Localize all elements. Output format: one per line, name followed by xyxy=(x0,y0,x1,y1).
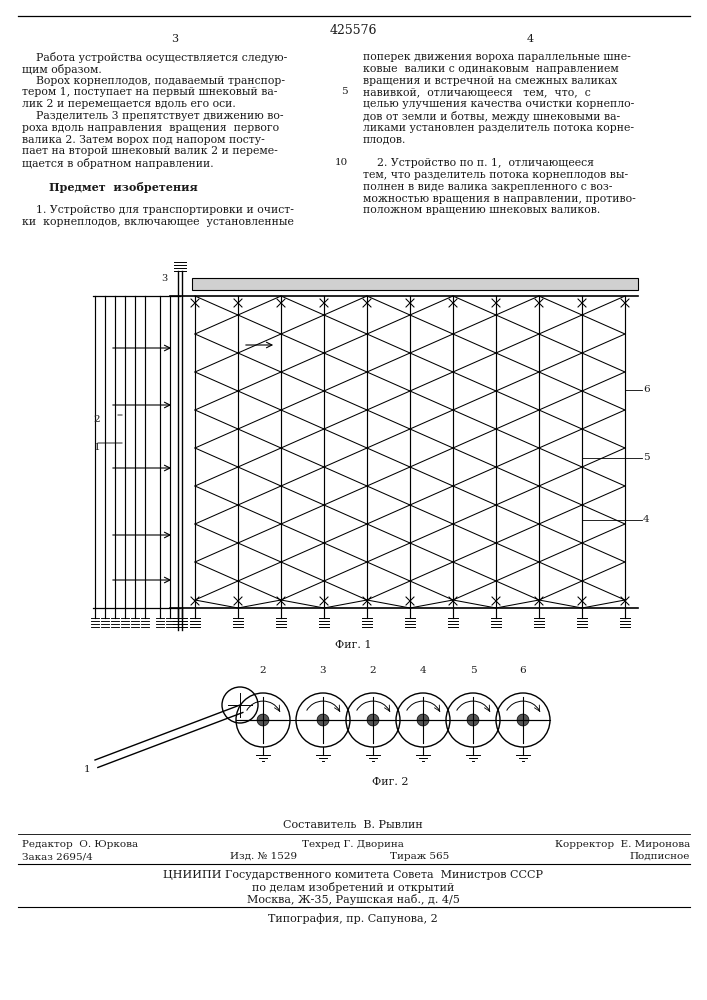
Circle shape xyxy=(257,714,269,726)
Text: 2: 2 xyxy=(259,666,267,675)
Text: 6: 6 xyxy=(643,385,650,394)
Text: Работа устройства осуществляется следую-: Работа устройства осуществляется следую- xyxy=(22,52,287,63)
Text: ковые  валики с одинаковым  направлением: ковые валики с одинаковым направлением xyxy=(363,64,619,74)
Text: щим образом.: щим образом. xyxy=(22,64,102,75)
Text: Изд. № 1529: Изд. № 1529 xyxy=(230,852,297,861)
Text: 425576: 425576 xyxy=(329,24,377,37)
Text: 4: 4 xyxy=(420,666,426,675)
Text: валика 2. Затем ворох под напором посту-: валика 2. Затем ворох под напором посту- xyxy=(22,135,264,145)
Text: лик 2 и перемещается вдоль его оси.: лик 2 и перемещается вдоль его оси. xyxy=(22,99,235,109)
Text: 5: 5 xyxy=(469,666,477,675)
Text: можностью вращения в направлении, противо-: можностью вращения в направлении, против… xyxy=(363,194,636,204)
Text: 1. Устройство для транспортировки и очист-: 1. Устройство для транспортировки и очис… xyxy=(22,205,294,215)
Text: 1: 1 xyxy=(93,444,100,452)
Text: Фиг. 1: Фиг. 1 xyxy=(334,640,371,650)
Text: Ворох корнеплодов, подаваемый транспор-: Ворох корнеплодов, подаваемый транспор- xyxy=(22,76,285,86)
Text: ЦНИИПИ Государственного комитета Совета  Министров СССР: ЦНИИПИ Государственного комитета Совета … xyxy=(163,870,543,880)
Text: ликами установлен разделитель потока корне-: ликами установлен разделитель потока кор… xyxy=(363,123,634,133)
Circle shape xyxy=(517,714,529,726)
Text: Редактор  О. Юркова: Редактор О. Юркова xyxy=(22,840,138,849)
Text: Подписное: Подписное xyxy=(630,852,690,861)
Text: Корректор  Е. Миронова: Корректор Е. Миронова xyxy=(555,840,690,849)
Text: вращения и встречной на смежных валиках: вращения и встречной на смежных валиках xyxy=(363,76,617,86)
Text: Техред Г. Дворина: Техред Г. Дворина xyxy=(302,840,404,849)
Text: 10: 10 xyxy=(334,158,348,167)
Text: 3: 3 xyxy=(171,34,179,44)
Text: пает на второй шнековый валик 2 и переме-: пает на второй шнековый валик 2 и переме… xyxy=(22,146,278,156)
Text: полнен в виде валика закрепленного с воз-: полнен в виде валика закрепленного с воз… xyxy=(363,182,612,192)
Text: Москва, Ж-35, Раушская наб., д. 4/5: Москва, Ж-35, Раушская наб., д. 4/5 xyxy=(247,894,460,905)
Text: щается в обратном направлении.: щается в обратном направлении. xyxy=(22,158,214,169)
Text: Предмет  изобретения: Предмет изобретения xyxy=(22,182,198,193)
Text: дов от земли и ботвы, между шнековыми ва-: дов от земли и ботвы, между шнековыми ва… xyxy=(363,111,620,122)
Text: целью улучшения качества очистки корнепло-: целью улучшения качества очистки корнепл… xyxy=(363,99,634,109)
Bar xyxy=(192,278,638,290)
Text: тером 1, поступает на первый шнековый ва-: тером 1, поступает на первый шнековый ва… xyxy=(22,87,277,97)
Circle shape xyxy=(317,714,329,726)
Text: 5: 5 xyxy=(341,87,348,96)
Text: по делам изобретений и открытий: по делам изобретений и открытий xyxy=(252,882,454,893)
Text: 4: 4 xyxy=(643,516,650,524)
Text: тем, что разделитель потока корнеплодов вы-: тем, что разделитель потока корнеплодов … xyxy=(363,170,628,180)
Text: 2: 2 xyxy=(370,666,376,675)
Text: плодов.: плодов. xyxy=(363,135,407,145)
Text: 4: 4 xyxy=(527,34,534,44)
Text: 2. Устройство по п. 1,  отличающееся: 2. Устройство по п. 1, отличающееся xyxy=(363,158,594,168)
Text: 1: 1 xyxy=(83,765,90,774)
Circle shape xyxy=(467,714,479,726)
Circle shape xyxy=(417,714,429,726)
Text: ки  корнеплодов, включающее  установленные: ки корнеплодов, включающее установленные xyxy=(22,217,294,227)
Circle shape xyxy=(367,714,379,726)
Text: 5: 5 xyxy=(643,454,650,462)
Text: поперек движения вороха параллельные шне-: поперек движения вороха параллельные шне… xyxy=(363,52,631,62)
Text: роха вдоль направления  вращения  первого: роха вдоль направления вращения первого xyxy=(22,123,279,133)
Text: 3: 3 xyxy=(162,274,168,283)
Text: Составитель  В. Рывлин: Составитель В. Рывлин xyxy=(283,820,423,830)
Text: Заказ 2695/4: Заказ 2695/4 xyxy=(22,852,93,861)
Text: Типография, пр. Сапунова, 2: Типография, пр. Сапунова, 2 xyxy=(268,913,438,924)
Text: 2: 2 xyxy=(93,416,100,424)
Text: положном вращению шнековых валиков.: положном вращению шнековых валиков. xyxy=(363,205,600,215)
Text: Фиг. 2: Фиг. 2 xyxy=(372,777,408,787)
Text: 3: 3 xyxy=(320,666,327,675)
Text: Разделитель 3 препятствует движению во-: Разделитель 3 препятствует движению во- xyxy=(22,111,284,121)
Text: 6: 6 xyxy=(520,666,526,675)
Text: Тираж 565: Тираж 565 xyxy=(390,852,449,861)
Text: навивкой,  отличающееся   тем,  что,  с: навивкой, отличающееся тем, что, с xyxy=(363,87,591,97)
